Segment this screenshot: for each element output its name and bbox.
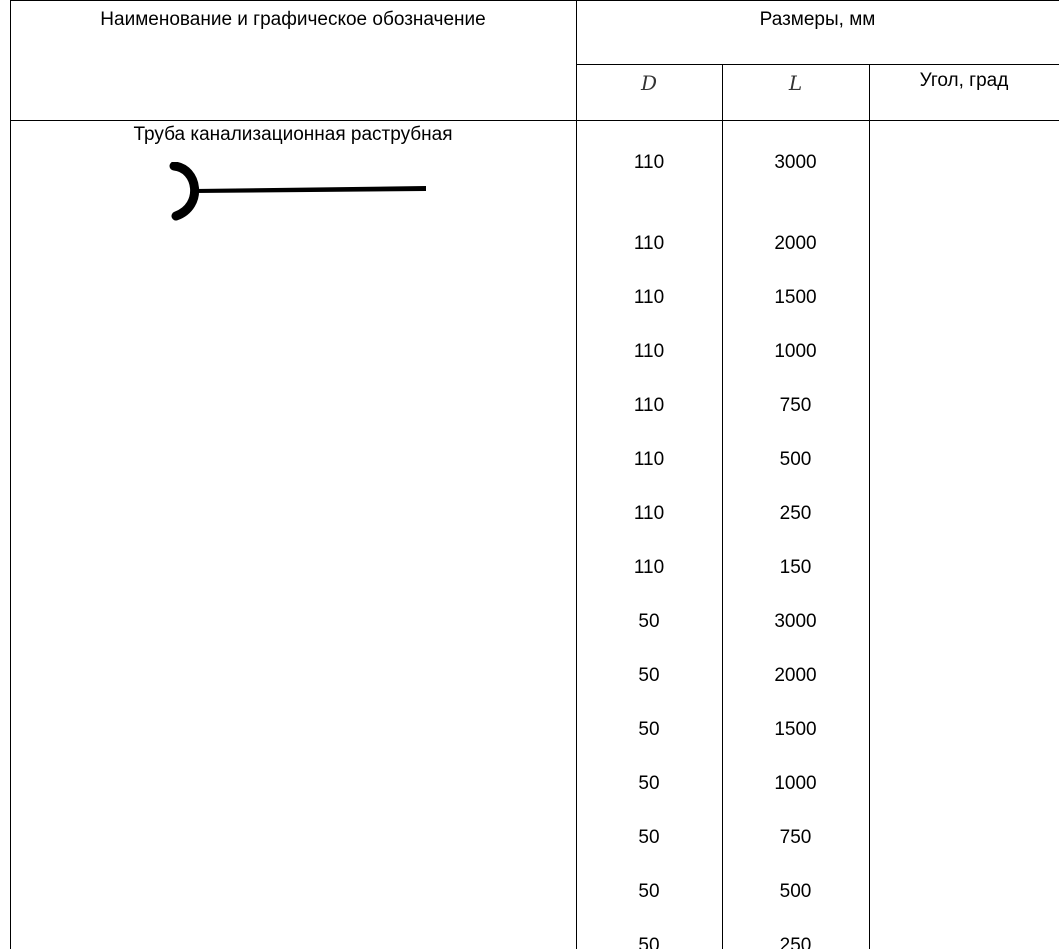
item-name: Труба канализационная раструбная [133, 124, 453, 145]
table-divider-dims-group [576, 64, 1059, 65]
header-name-column: Наименование и графическое обозначение [100, 9, 486, 30]
cell-d: 110 [633, 287, 665, 308]
socket-pipe-symbol-icon [169, 162, 426, 221]
header-dimensions-group: Размеры, мм [759, 9, 876, 30]
cell-l: 750 [779, 395, 812, 416]
table-header-bottom [10, 120, 1059, 121]
table-divider-d-l [722, 65, 723, 949]
cell-l: 150 [779, 557, 812, 578]
cell-d: 50 [638, 935, 660, 949]
table-border-left [10, 0, 11, 949]
header-l-column: L [788, 71, 803, 95]
cell-l: 1000 [774, 341, 817, 362]
cell-l: 2000 [774, 665, 817, 686]
table-border-top [10, 0, 1059, 1]
cell-d: 110 [633, 557, 665, 578]
cell-l: 1500 [774, 719, 817, 740]
cell-l: 1000 [774, 773, 817, 794]
cell-l: 500 [779, 881, 812, 902]
table-divider-name-dims [576, 0, 577, 949]
cell-d: 110 [633, 503, 665, 524]
cell-d: 50 [638, 611, 660, 632]
header-d-column: D [640, 71, 658, 95]
cell-d: 110 [633, 341, 665, 362]
cell-l: 500 [779, 449, 812, 470]
cell-l: 1500 [774, 287, 817, 308]
cell-l: 3000 [774, 611, 817, 632]
header-angle-column: Угол, град [919, 70, 1009, 91]
cell-d: 50 [638, 881, 660, 902]
cell-l: 250 [779, 503, 812, 524]
cell-d: 110 [633, 449, 665, 470]
cell-d: 50 [638, 827, 660, 848]
cell-l: 3000 [774, 152, 817, 173]
cell-l: 2000 [774, 233, 817, 254]
cell-d: 50 [638, 665, 660, 686]
cell-d: 110 [633, 152, 665, 173]
cell-d: 50 [638, 719, 660, 740]
table-divider-l-angle [869, 65, 870, 949]
cell-l: 750 [779, 827, 812, 848]
cell-d: 50 [638, 773, 660, 794]
cell-d: 110 [633, 233, 665, 254]
cell-d: 110 [633, 395, 665, 416]
cell-l: 250 [779, 935, 812, 949]
